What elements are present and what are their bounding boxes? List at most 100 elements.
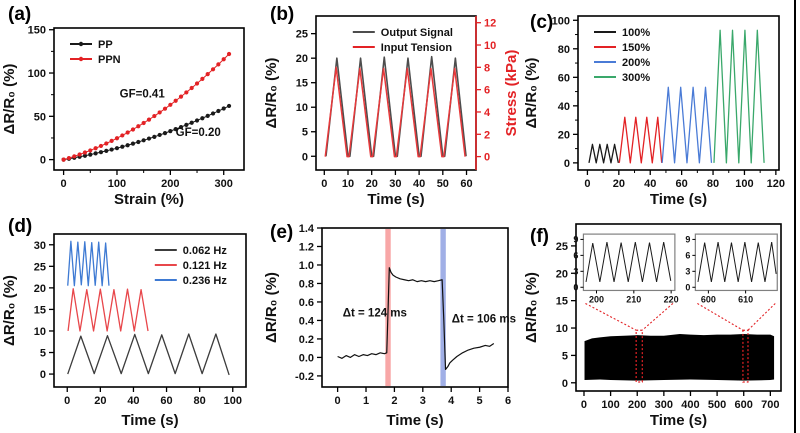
svg-text:4: 4	[484, 107, 491, 119]
svg-text:40: 40	[413, 178, 425, 190]
svg-text:ΔR/R₀ (%): ΔR/R₀ (%)	[1, 275, 18, 346]
svg-text:100: 100	[552, 15, 570, 27]
svg-text:30: 30	[34, 240, 46, 252]
svg-text:3: 3	[573, 266, 578, 276]
svg-text:0.121 Hz: 0.121 Hz	[183, 260, 228, 272]
svg-text:9: 9	[573, 234, 578, 244]
svg-text:600: 600	[735, 399, 753, 411]
svg-text:25: 25	[556, 241, 568, 253]
svg-text:10: 10	[556, 323, 568, 335]
svg-text:400: 400	[681, 399, 699, 411]
svg-text:10: 10	[342, 178, 354, 190]
svg-text:80: 80	[707, 178, 719, 190]
svg-text:20: 20	[613, 178, 625, 190]
svg-text:1.4: 1.4	[299, 223, 315, 235]
figure-right-border	[794, 0, 796, 433]
panel-a: 0 100 200 300 0 50 100 150 Strain (%) ΔR/R₀ (%) PP…	[0, 0, 262, 212]
svg-text:0: 0	[573, 282, 578, 292]
svg-text:0: 0	[40, 155, 46, 167]
svg-text:100: 100	[224, 395, 242, 407]
svg-text:Time (s): Time (s)	[386, 412, 443, 429]
svg-text:300: 300	[215, 178, 233, 190]
svg-text:150: 150	[28, 25, 46, 37]
svg-text:210: 210	[626, 294, 641, 304]
svg-text:0: 0	[335, 395, 341, 407]
svg-text:0.062 Hz: 0.062 Hz	[183, 245, 228, 257]
svg-text:0.0: 0.0	[299, 352, 314, 364]
svg-text:60: 60	[160, 395, 172, 407]
svg-text:0: 0	[581, 399, 587, 411]
panel-c-chart: 0 20 40 60 80 100 120 0 20 40 60 80 100 Time (s) ΔR/R₀…	[523, 15, 785, 208]
svg-text:25: 25	[296, 29, 308, 41]
svg-text:0.4: 0.4	[299, 315, 315, 327]
svg-text:50: 50	[437, 178, 449, 190]
svg-text:200: 200	[628, 399, 646, 411]
panel-b-chart: 0 10 20 30 40 50 60 0 5 10 15 20 25 0 2 4 6 8 10 12 Time (s)…	[263, 15, 520, 208]
svg-text:20: 20	[94, 395, 106, 407]
svg-text:0: 0	[564, 158, 570, 170]
svg-text:20: 20	[366, 178, 378, 190]
svg-text:5: 5	[477, 395, 483, 407]
svg-text:PPN: PPN	[98, 54, 121, 66]
svg-text:6: 6	[505, 395, 511, 407]
svg-text:0: 0	[562, 378, 568, 390]
svg-text:0.236 Hz: 0.236 Hz	[183, 275, 228, 287]
panel-d: 0 20 40 60 80 100 0 5 10 15 20 25 30 Time (s) ΔR/R₀ (%…	[0, 212, 262, 433]
svg-text:Δt = 124 ms: Δt = 124 ms	[343, 308, 407, 320]
svg-text:10: 10	[296, 102, 308, 114]
svg-text:0: 0	[584, 178, 590, 190]
svg-text:Δt = 106 ms: Δt = 106 ms	[452, 313, 516, 325]
svg-text:60: 60	[676, 178, 688, 190]
svg-text:6: 6	[573, 250, 578, 260]
svg-text:100: 100	[601, 399, 619, 411]
svg-text:40: 40	[558, 101, 570, 113]
svg-text:80: 80	[558, 44, 570, 56]
svg-text:600: 600	[701, 294, 716, 304]
svg-text:60: 60	[558, 72, 570, 84]
svg-text:Time (s): Time (s)	[121, 412, 178, 429]
svg-text:15: 15	[296, 78, 308, 90]
svg-text:ΔR/R₀ (%): ΔR/R₀ (%)	[263, 58, 280, 129]
svg-text:5: 5	[40, 348, 46, 360]
svg-text:300%: 300%	[622, 72, 650, 84]
panel-f-label: (f)	[530, 226, 549, 247]
svg-text:100: 100	[108, 178, 126, 190]
panel-c-label: (c)	[530, 12, 554, 33]
svg-text:0: 0	[61, 178, 67, 190]
panel-f: 0 100 200 300 400 500 600 700 0 5 10 15 20 25 Time (s)…	[522, 212, 795, 433]
svg-text:0: 0	[64, 395, 70, 407]
svg-text:6: 6	[484, 85, 490, 97]
panel-d-chart: 0 20 40 60 80 100 0 5 10 15 20 25 30 Time (s) ΔR/R₀ (%…	[1, 233, 247, 429]
panel-b: 0 10 20 30 40 50 60 0 5 10 15 20 25 0 2 4 6 8 10 12 Time (s)…	[262, 0, 522, 212]
panel-e-label: (e)	[270, 222, 294, 243]
svg-text:Strain (%): Strain (%)	[114, 191, 184, 208]
svg-text:2: 2	[484, 129, 490, 141]
svg-text:6: 6	[685, 250, 690, 260]
svg-text:0.8: 0.8	[299, 278, 314, 290]
svg-text:20: 20	[558, 129, 570, 141]
svg-text:100%: 100%	[622, 27, 650, 39]
svg-text:15: 15	[556, 296, 568, 308]
svg-text:20: 20	[556, 268, 568, 280]
svg-text:0: 0	[302, 151, 308, 163]
svg-text:0: 0	[40, 369, 46, 381]
svg-text:1.2: 1.2	[299, 241, 314, 253]
svg-text:1: 1	[363, 395, 369, 407]
svg-text:220: 220	[664, 294, 679, 304]
svg-text:ΔR/R₀ (%): ΔR/R₀ (%)	[523, 58, 540, 129]
svg-text:100: 100	[28, 68, 46, 80]
svg-text:15: 15	[34, 304, 46, 316]
svg-text:40: 40	[644, 178, 656, 190]
svg-text:GF=0.41: GF=0.41	[120, 88, 166, 100]
panel-a-label: (a)	[8, 4, 32, 25]
svg-text:ΔR/R₀ (%): ΔR/R₀ (%)	[263, 272, 280, 343]
panel-b-label: (b)	[270, 4, 295, 25]
svg-text:PP: PP	[98, 39, 113, 51]
svg-text:0: 0	[321, 178, 327, 190]
svg-text:-0.2: -0.2	[295, 371, 314, 383]
panel-c: 0 20 40 60 80 100 120 0 20 40 60 80 100 Time (s) ΔR/R₀…	[522, 0, 795, 212]
svg-text:4: 4	[448, 395, 455, 407]
svg-text:Time (s): Time (s)	[650, 412, 707, 429]
